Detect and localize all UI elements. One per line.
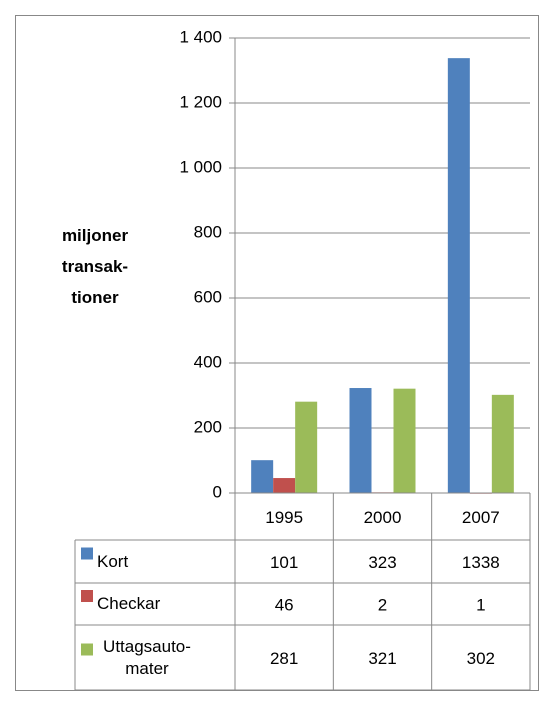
legend-swatch [81, 547, 93, 560]
table-value: 302 [467, 649, 495, 668]
y-tick-label: 400 [194, 352, 222, 371]
table-value: 323 [368, 553, 396, 572]
bar [251, 460, 274, 493]
legend-label: Uttagsauto-mater [103, 636, 191, 678]
y-axis-label-box: miljoner transak-tioner [61, 226, 129, 307]
x-tick-label: 2007 [462, 508, 500, 527]
x-tick-label: 2000 [364, 508, 402, 527]
bar [273, 478, 296, 493]
y-tick-label: 800 [194, 222, 222, 241]
bar [447, 58, 470, 494]
legend-swatch [81, 590, 93, 602]
bar [349, 388, 372, 493]
y-tick-label: 200 [194, 417, 222, 436]
table-value: 1338 [462, 553, 500, 572]
legend-label-box: Uttagsauto-mater [103, 636, 191, 678]
x-tick-label: 1995 [265, 508, 303, 527]
table-value: 46 [275, 595, 294, 614]
y-tick-label: 0 [213, 482, 222, 501]
table-value: 281 [270, 649, 298, 668]
legend-swatch [81, 643, 93, 656]
table-value: 101 [270, 553, 298, 572]
table-value: 321 [368, 649, 396, 668]
legend-label: Checkar [97, 594, 161, 613]
legend-label: Kort [97, 551, 129, 571]
bar [491, 394, 514, 493]
y-tick-label: 600 [194, 287, 222, 306]
y-tick-label: 1 400 [179, 27, 222, 46]
bar [393, 388, 416, 493]
bar [295, 401, 318, 493]
table-value: 1 [476, 595, 485, 614]
y-axis-label: miljoner transak-tioner [61, 226, 129, 307]
y-tick-label: 1 000 [179, 157, 222, 176]
legend-label-box: Kort [97, 551, 129, 571]
table-value: 2 [378, 595, 387, 614]
legend-label-box: Checkar [97, 594, 161, 613]
y-tick-label: 1 200 [179, 92, 222, 111]
